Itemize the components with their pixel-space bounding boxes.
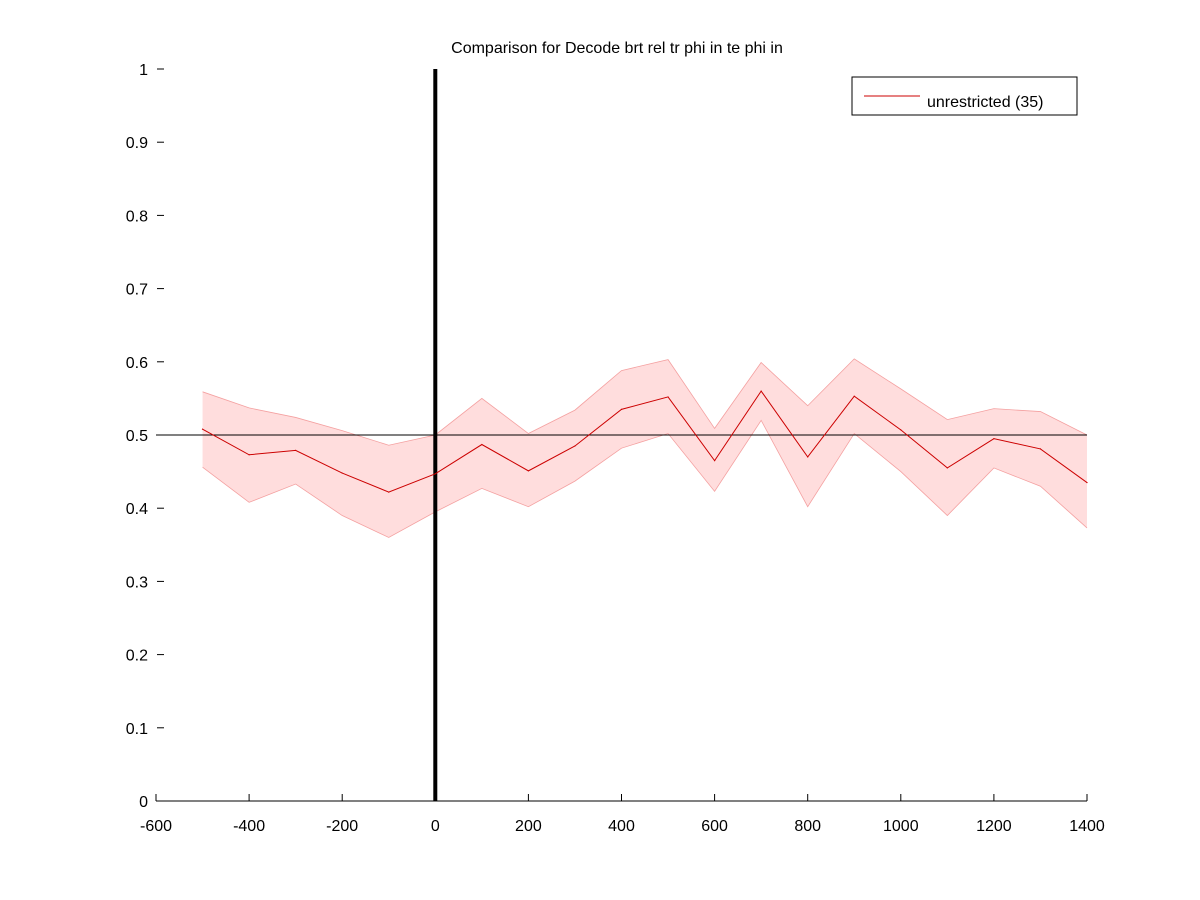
x-tick-label: 400 (608, 818, 635, 835)
y-tick-label: 0.9 (126, 135, 148, 152)
data-point (1086, 481, 1088, 484)
x-tick-label: 1200 (976, 818, 1012, 835)
legend-label-unrestricted: unrestricted (35) (927, 94, 1044, 111)
reference-lines (156, 69, 1087, 801)
y-tick-label: 0.2 (126, 648, 148, 665)
y-tick-label: 0.1 (126, 721, 148, 738)
data-point (900, 429, 902, 431)
x-tick-label: 600 (701, 818, 728, 835)
data-point (527, 470, 530, 472)
data-point (201, 428, 204, 430)
y-tick-label: 0.4 (126, 501, 148, 518)
y-tick-label: 0.8 (126, 208, 148, 225)
data-point (1039, 448, 1042, 450)
y-tick-label: 0.5 (126, 428, 148, 445)
data-point (714, 460, 716, 462)
axes: -600 -400 -200 0 200 400 600 800 1000 1200 1400 0 0.… (126, 62, 1105, 835)
band-lower-edge (202, 419, 1088, 538)
data-point (993, 438, 995, 440)
series-line-unrestricted (202, 390, 1088, 493)
x-tick-label: -600 (140, 818, 172, 835)
x-tick-label: 200 (515, 818, 542, 835)
data-point (620, 408, 623, 410)
y-tick-label: 1 (139, 62, 148, 79)
x-tick-label: -400 (233, 818, 265, 835)
data-point (481, 443, 483, 446)
x-tick-label: 1400 (1069, 818, 1105, 835)
x-tick-label: 1000 (883, 818, 919, 835)
legend: unrestricted (35) (851, 76, 1078, 116)
data-point (760, 390, 762, 392)
y-tick-label: 0 (139, 794, 148, 811)
data-point (807, 456, 809, 458)
data-point (667, 396, 669, 398)
confidence-band (202, 358, 1088, 538)
x-tick-label: 800 (794, 818, 821, 835)
y-tick-label: 0.7 (126, 282, 148, 299)
band-upper-edge (202, 358, 1088, 446)
data-point (574, 445, 576, 447)
data-point (295, 449, 297, 451)
chart-title: Comparison for Decode brt rel tr phi in … (451, 40, 783, 57)
y-tick-label: 0.6 (126, 355, 148, 372)
data-point (853, 395, 855, 397)
data-point (388, 491, 390, 493)
data-point (434, 473, 436, 475)
y-tick-label: 0.3 (126, 574, 148, 591)
data-point (248, 454, 250, 456)
x-tick-label: -200 (326, 818, 358, 835)
confidence-band-layer (202, 358, 1088, 538)
data-point (341, 472, 343, 474)
series-line-layer (201, 390, 1088, 493)
data-point (946, 467, 948, 469)
x-tick-label: 0 (431, 818, 440, 835)
